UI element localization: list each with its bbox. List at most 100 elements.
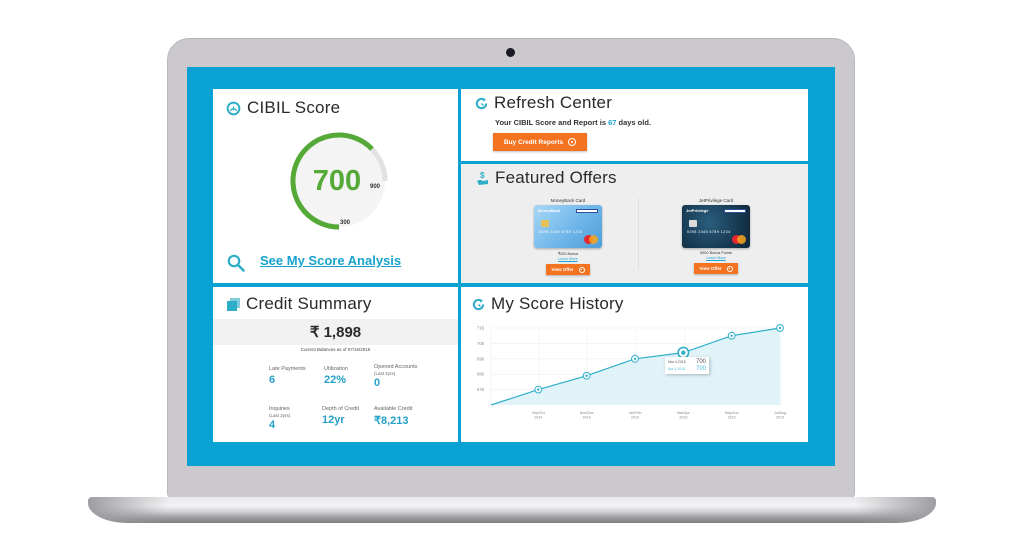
stat-label: Opened Accounts <box>374 364 418 370</box>
refresh-center-title: Refresh Center <box>475 93 612 113</box>
svg-text:2015: 2015 <box>631 416 639 420</box>
view-offer-button[interactable]: View Offer <box>694 263 738 274</box>
stat-label: Inquiries <box>269 406 290 412</box>
view-offer-label: View Offer <box>551 267 574 272</box>
stat-sublabel: (Last 2yrs) <box>374 371 396 376</box>
score-min-label: 300 <box>340 220 351 226</box>
stat-label: Available Credit <box>374 406 413 412</box>
svg-text:2014: 2014 <box>583 416 591 420</box>
card-chip <box>541 220 549 227</box>
svg-text:May/Jun: May/Jun <box>725 411 739 415</box>
stat-value: ₹8,213 <box>374 415 409 427</box>
svg-text:Sep/Oct: Sep/Oct <box>532 411 545 415</box>
svg-text:Jan/Feb: Jan/Feb <box>629 411 642 415</box>
score-max-label: 900 <box>370 184 381 190</box>
featured-offers-panel: $ Featured Offers MoneyBack Card MoneyBa… <box>461 164 808 283</box>
moneyback-card-image: MoneyBack 5398 2345 6789 1234 <box>534 205 602 248</box>
tooltip-row: Apr 4,2015 700 <box>668 366 706 373</box>
stat-utilization: Utilization 22% <box>324 366 348 386</box>
bank-logo <box>724 209 746 213</box>
circle-arrow-icon <box>578 266 585 273</box>
svg-text:706: 706 <box>477 341 485 346</box>
circle-arrow-icon <box>726 265 733 272</box>
score-value: 700 <box>312 165 362 197</box>
stat-label: Depth of Credit <box>322 406 359 412</box>
stat-opened-accounts: Opened Accounts (Last 2yrs) 0 <box>374 364 417 389</box>
buy-credit-reports-button[interactable]: Buy Credit Reports <box>493 133 587 151</box>
score-history-title-text: My Score History <box>491 294 624 313</box>
webcam <box>506 48 515 57</box>
tooltip-value: 700 <box>695 365 706 372</box>
credit-summary-title: Credit Summary <box>227 294 372 314</box>
view-offer-button[interactable]: View Offer <box>546 264 590 275</box>
tooltip-value: 700 <box>695 359 706 366</box>
svg-text:$: $ <box>480 171 485 180</box>
cards-stack-icon <box>227 297 240 311</box>
svg-text:696: 696 <box>477 356 485 361</box>
current-balance: ₹ 1,898 <box>309 324 362 341</box>
stat-value: 0 <box>374 377 381 389</box>
card-number: 5398 2345 6789 1234 <box>539 230 583 234</box>
stat-value: 12yr <box>322 414 345 426</box>
search-icon[interactable] <box>227 254 245 272</box>
see-score-analysis-link[interactable]: See My Score Analysis <box>260 253 402 268</box>
offer-bonus: ₹250 Bonus <box>557 252 579 256</box>
circle-arrow-icon <box>568 138 577 146</box>
stat-value: 22% <box>324 374 347 386</box>
speedometer-icon <box>226 101 241 115</box>
svg-text:2014: 2014 <box>534 416 542 420</box>
stat-value: 6 <box>269 374 276 386</box>
cibil-score-title-text: CIBIL Score <box>247 98 341 117</box>
balance-note: Current Balances as of 07/16/2015 <box>300 347 371 352</box>
svg-text:Jul/Aug: Jul/Aug <box>774 411 786 415</box>
report-age-text: Your CIBIL Score and Report is 67 days o… <box>495 118 651 127</box>
stat-label: Late Payments <box>269 366 306 372</box>
featured-offers-title-text: Featured Offers <box>495 168 617 187</box>
report-age-prefix: Your CIBIL Score and Report is <box>495 118 609 127</box>
tooltip-row: Mar 4,2015 700 <box>668 359 706 366</box>
stat-value: 4 <box>269 419 276 431</box>
mastercard-logo <box>732 235 746 244</box>
chart-tooltip: Mar 4,2015 700 Apr 4,2015 700 <box>665 357 709 374</box>
score-history-chart: 716706696686676Sep/Oct2014Nov/Dec2014Jan… <box>477 324 786 420</box>
svg-text:2015: 2015 <box>728 416 736 420</box>
stat-inquiries: Inquiries (Last 2yrs) 4 <box>269 406 290 431</box>
card-brand: MoneyBack <box>538 208 561 213</box>
score-history-panel: My Score History 716 706 696 686 676 Sep/Oct 2… <box>461 287 808 442</box>
cibil-score-title: CIBIL Score <box>226 98 340 118</box>
report-age-suffix: days old. <box>616 118 652 127</box>
card-brand: JetPrivilege <box>686 208 709 213</box>
learn-more-link[interactable]: Learn More <box>706 256 726 260</box>
buy-credit-reports-label: Buy Credit Reports <box>503 138 564 146</box>
credit-summary-panel: Credit Summary ₹ 1,898 Current Balances … <box>213 287 458 442</box>
laptop-base <box>88 497 936 523</box>
offer-name: MoneyBack Card <box>550 198 586 203</box>
card-number: 5398 2345 6789 1234 <box>687 230 731 234</box>
tooltip-date: Apr 4,2015 <box>668 366 686 371</box>
refresh-icon <box>472 298 485 310</box>
tooltip-date: Mar 4,2015 <box>668 360 686 365</box>
svg-text:2015: 2015 <box>776 416 784 420</box>
refresh-center-title-text: Refresh Center <box>494 93 613 112</box>
bank-logo <box>576 209 598 213</box>
stat-label: Utilization <box>324 366 348 372</box>
offer-moneyback: MoneyBack Card MoneyBack 5398 2345 6789 … <box>518 198 618 275</box>
svg-text:Nov/Dec: Nov/Dec <box>580 411 594 415</box>
svg-text:2015: 2015 <box>679 416 687 420</box>
balance-band <box>213 319 458 345</box>
score-gauge <box>290 132 388 230</box>
learn-more-link[interactable]: Learn More <box>558 257 578 261</box>
featured-offers-title: $ Featured Offers <box>477 168 617 188</box>
score-history-title: My Score History <box>472 294 624 314</box>
offers-divider <box>638 198 639 270</box>
stat-depth-of-credit: Depth of Credit 12yr <box>322 406 359 426</box>
stat-available-credit: Available Credit ₹8,213 <box>374 406 412 427</box>
jetprivilege-card-image: JetPrivilege 5398 2345 6789 1234 <box>682 205 750 248</box>
credit-summary-title-text: Credit Summary <box>246 294 372 313</box>
stat-late-payments: Late Payments 6 <box>269 366 306 386</box>
card-chip <box>689 220 697 227</box>
refresh-icon <box>475 97 488 109</box>
report-age-days: 67 <box>608 118 617 127</box>
svg-text:Mar/Apr: Mar/Apr <box>677 411 691 415</box>
offer-name: JetPrivilege Card <box>698 198 734 203</box>
